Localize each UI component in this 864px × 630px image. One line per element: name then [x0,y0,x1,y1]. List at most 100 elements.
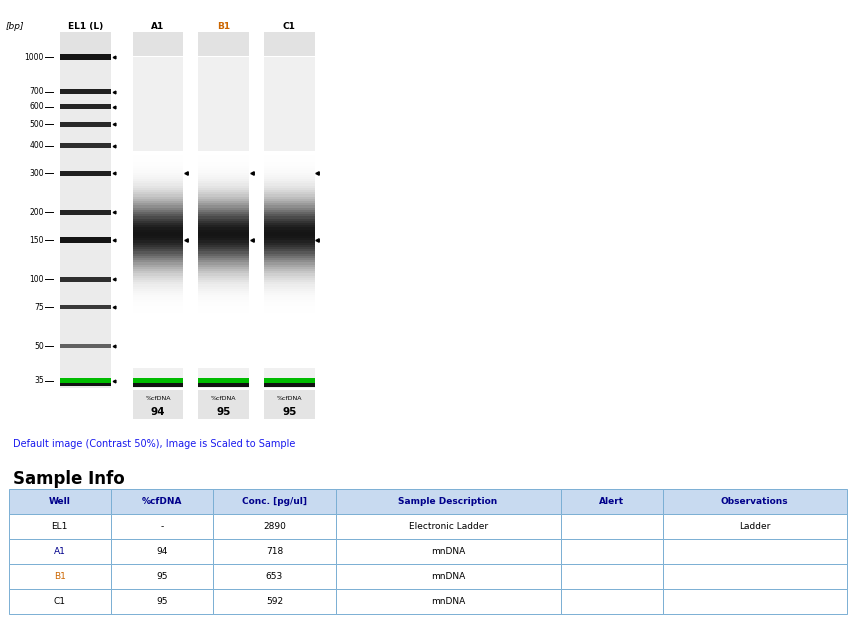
Bar [132,214,183,216]
Bar [132,287,183,289]
Bar [198,161,249,164]
Bar [264,284,314,287]
Bar [198,192,249,195]
Bar [132,254,183,256]
Bar [198,339,249,341]
Text: Observations: Observations [721,497,789,506]
Bar [264,319,314,321]
Text: Electronic Ladder: Electronic Ladder [409,522,487,531]
Bar [132,238,183,241]
Bar [264,343,314,346]
Bar [198,166,249,168]
Bar [264,254,314,256]
Bar [198,378,249,383]
Bar [264,241,314,243]
Bar [132,348,183,350]
Bar [198,343,249,346]
Bar [264,216,314,219]
Bar [198,183,249,186]
Bar [132,275,183,278]
Bar [264,236,314,238]
Bar [132,229,183,232]
Bar [561,539,663,564]
Bar [198,220,249,223]
Bar [132,315,183,318]
Bar [198,324,249,326]
Bar [132,309,183,311]
Bar [264,188,314,190]
Bar [264,159,314,161]
Bar [132,391,183,419]
Bar [132,195,183,197]
Bar [264,365,314,368]
Bar [198,304,249,306]
Bar [60,32,111,56]
Bar [198,208,249,210]
Bar [198,361,249,364]
Bar [264,220,314,223]
Bar [132,313,183,315]
Text: B1: B1 [217,21,230,31]
Bar [198,266,249,269]
Bar [264,192,314,195]
Text: 94: 94 [151,407,165,416]
Bar [198,352,249,355]
Bar [198,247,249,249]
Bar [198,284,249,287]
Bar [198,177,249,179]
Bar [132,263,183,265]
Bar [264,273,314,275]
Bar [198,159,249,161]
Bar [264,177,314,179]
Bar [264,155,314,158]
Bar [132,197,183,199]
Bar [132,319,183,321]
Bar [198,297,249,300]
Text: 592: 592 [266,597,283,606]
Bar [264,166,314,168]
Bar [264,293,314,295]
Bar [198,280,249,282]
Bar [132,210,183,212]
Bar [213,489,336,514]
Bar [132,232,183,234]
Text: mnDNA: mnDNA [431,597,465,606]
Bar [198,225,249,227]
Bar [198,335,249,337]
Bar [198,151,249,153]
Bar [264,168,314,170]
Bar [336,514,561,539]
Text: %cfDNA: %cfDNA [145,396,171,401]
Bar [60,277,111,282]
Bar [132,282,183,284]
Bar [132,321,183,324]
Bar [198,229,249,232]
Bar [132,190,183,192]
Bar [198,291,249,293]
Bar [132,175,183,177]
Bar [663,564,847,589]
Bar [198,337,249,339]
Bar [132,280,183,282]
Text: 50: 50 [34,341,44,351]
Bar [213,564,336,589]
Bar [264,348,314,350]
Bar [264,333,314,335]
Bar [264,208,314,210]
Bar [132,216,183,219]
Bar [132,188,183,190]
Bar [198,357,249,359]
Bar [198,181,249,183]
Bar [264,339,314,341]
Bar [264,287,314,289]
Bar [264,164,314,166]
Text: 100: 100 [29,275,44,284]
Bar [198,341,249,343]
Bar [264,179,314,181]
Bar [264,315,314,318]
Bar [198,205,249,208]
Bar [60,378,111,383]
Text: Ladder: Ladder [739,522,771,531]
Bar [264,238,314,241]
Text: 95: 95 [283,407,296,416]
